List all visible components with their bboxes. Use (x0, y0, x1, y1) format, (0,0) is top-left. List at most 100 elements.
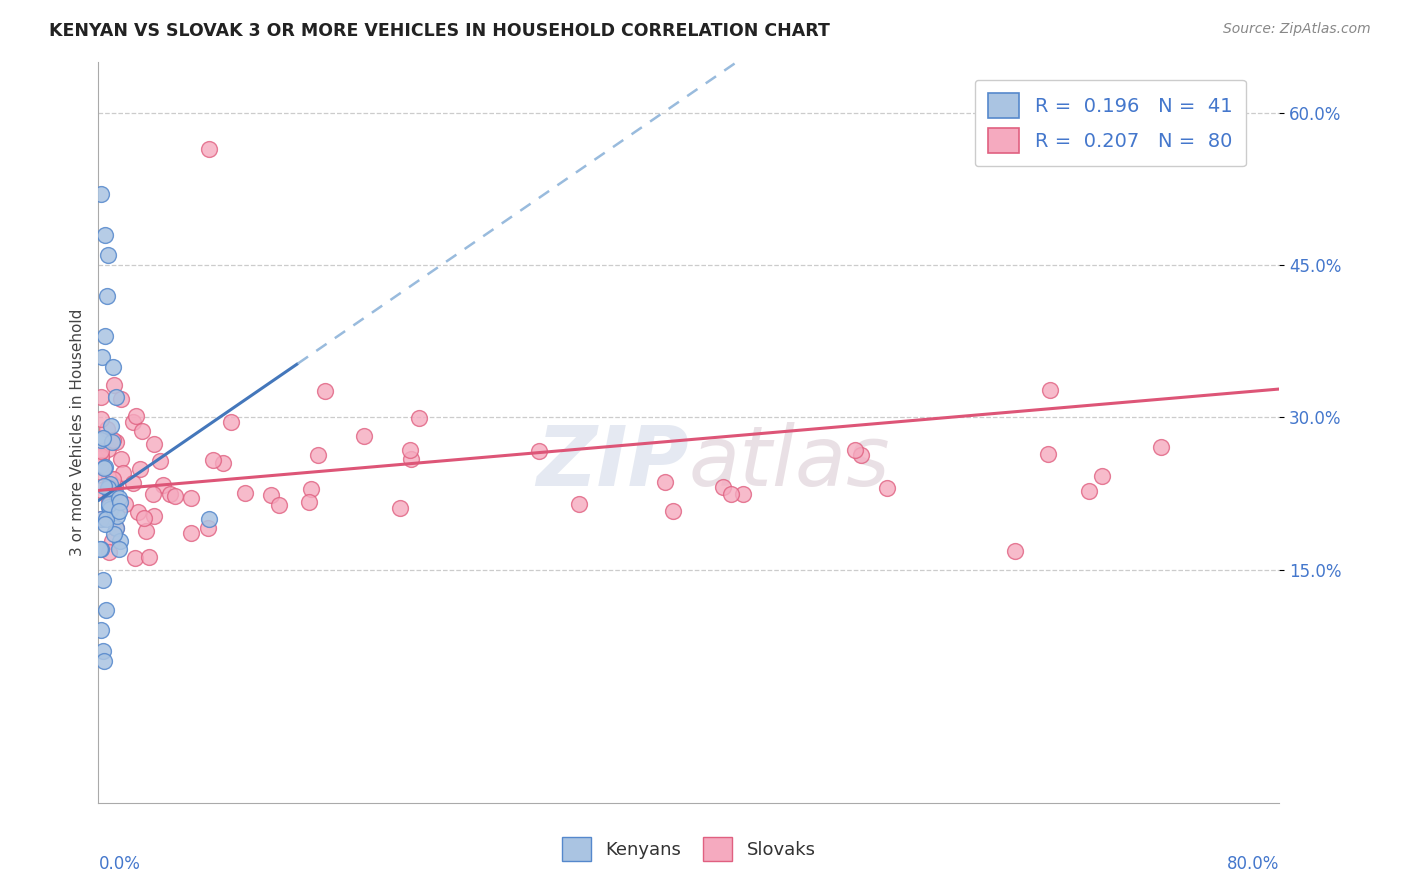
Point (103, 527, 125, 541)
Point (163, 489, 186, 503)
Point (94, 460, 117, 475)
Point (122, 415, 145, 429)
Point (100, 491, 122, 505)
Point (110, 392, 132, 406)
Point (269, 498, 291, 512)
Point (91, 350, 114, 364)
Point (212, 456, 235, 470)
Point (107, 503, 129, 517)
Point (202, 453, 225, 467)
Point (149, 454, 172, 468)
Point (180, 491, 202, 505)
Point (720, 487, 742, 501)
Point (93, 329, 115, 343)
Text: 80.0%: 80.0% (1227, 855, 1279, 872)
Point (353, 429, 375, 443)
Point (197, 521, 219, 535)
Point (110, 452, 132, 467)
Point (98, 480, 121, 494)
Point (159, 487, 181, 501)
Point (100, 533, 122, 548)
Point (90, 512, 112, 526)
Point (711, 480, 734, 494)
Point (90, 624, 112, 638)
Text: 0.0%: 0.0% (98, 855, 141, 872)
Point (307, 448, 329, 462)
Point (105, 390, 128, 404)
Point (90, 187, 112, 202)
Point (654, 475, 676, 489)
Point (1004, 544, 1026, 558)
Point (105, 521, 128, 535)
Point (408, 411, 430, 425)
Point (97, 442, 120, 456)
Point (662, 504, 685, 518)
Point (180, 525, 202, 540)
Point (135, 524, 157, 538)
Point (398, 443, 420, 458)
Point (97, 500, 120, 515)
Point (1036, 447, 1059, 461)
Point (90, 458, 112, 473)
Point (111, 467, 134, 481)
Point (299, 482, 322, 496)
Point (108, 491, 131, 505)
Point (568, 497, 591, 511)
Point (90, 390, 112, 404)
Point (90, 483, 112, 497)
Point (90, 443, 112, 458)
Point (152, 478, 174, 492)
Point (98, 477, 121, 491)
Point (97, 545, 120, 559)
Point (104, 477, 127, 491)
Point (94, 603, 117, 617)
Point (129, 462, 152, 476)
Point (134, 511, 156, 525)
Point (108, 533, 131, 548)
Y-axis label: 3 or more Vehicles in Household: 3 or more Vehicles in Household (69, 309, 84, 557)
Point (104, 434, 127, 449)
Point (142, 508, 165, 523)
Point (125, 409, 148, 423)
Point (91, 643, 114, 657)
Point (100, 501, 122, 516)
Point (90, 412, 112, 426)
Point (219, 415, 242, 429)
Point (90, 542, 112, 557)
Text: Source: ZipAtlas.com: Source: ZipAtlas.com (1223, 22, 1371, 37)
Text: KENYAN VS SLOVAK 3 OR MORE VEHICLES IN HOUSEHOLD CORRELATION CHART: KENYAN VS SLOVAK 3 OR MORE VEHICLES IN H… (49, 22, 830, 40)
Point (103, 378, 125, 392)
Point (98, 501, 121, 516)
Point (124, 551, 146, 566)
Point (96, 422, 118, 436)
Point (127, 505, 149, 519)
Point (733, 487, 755, 501)
Point (101, 434, 124, 449)
Point (142, 487, 165, 501)
Point (90, 512, 112, 526)
Point (93, 479, 115, 493)
Point (90, 449, 112, 463)
Point (1078, 483, 1101, 498)
Point (198, 142, 221, 156)
Point (198, 512, 221, 526)
Point (100, 419, 122, 434)
Point (114, 497, 136, 511)
Text: atlas: atlas (689, 422, 890, 503)
Point (107, 542, 129, 557)
Point (104, 485, 127, 500)
Point (91, 431, 114, 445)
Point (91, 573, 114, 587)
Point (89, 542, 111, 557)
Point (260, 488, 283, 502)
Point (142, 437, 165, 451)
Point (98, 470, 121, 484)
Legend: Kenyans, Slovaks: Kenyans, Slovaks (555, 830, 823, 868)
Point (844, 443, 866, 458)
Point (90, 433, 112, 447)
Point (94, 227, 117, 242)
Point (96, 289, 118, 303)
Point (105, 520, 128, 534)
Point (1039, 383, 1062, 397)
Point (90, 450, 112, 465)
